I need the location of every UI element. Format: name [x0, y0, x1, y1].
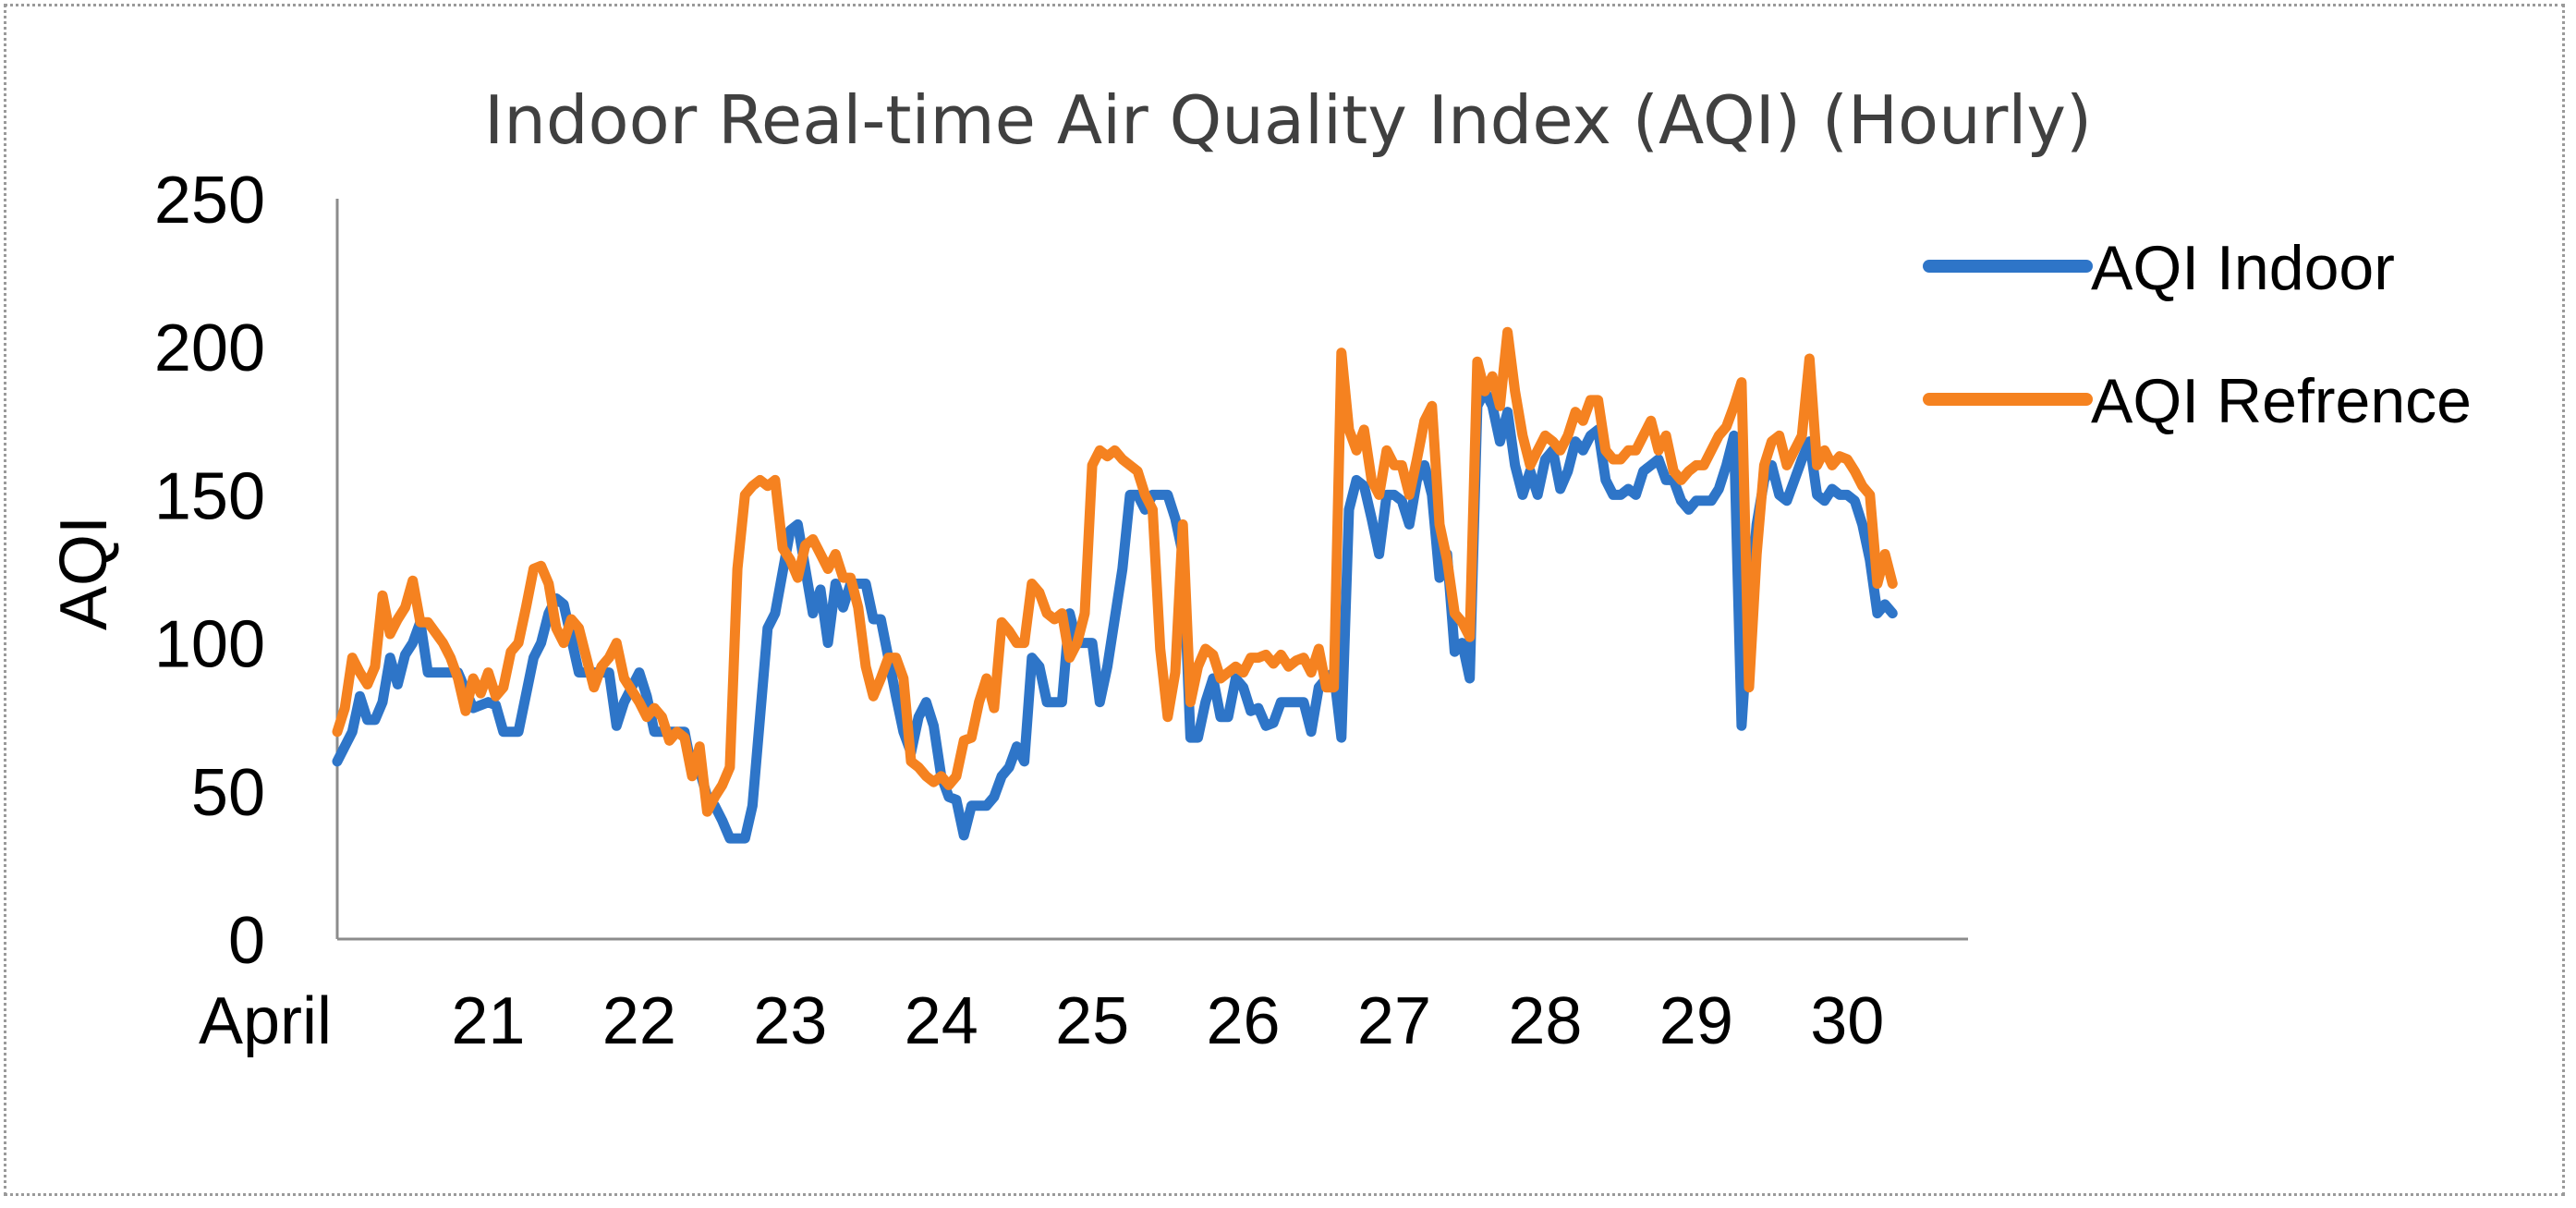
x-tick-label: 23 [753, 984, 827, 1058]
x-tick-label: 30 [1810, 984, 1884, 1058]
chart-title: Indoor Real-time Air Quality Index (AQI)… [484, 81, 2092, 159]
x-tick-label: April [199, 984, 332, 1058]
chart-frame [4, 4, 2565, 1196]
x-tick-label: 29 [1659, 984, 1733, 1058]
x-tick-label: 24 [905, 984, 978, 1058]
axes [335, 199, 1968, 941]
y-tick-label: 250 [154, 164, 265, 238]
x-tick-label: 26 [1207, 984, 1281, 1058]
y-axis-label: AQI [47, 516, 121, 630]
y-tick-label: 50 [191, 756, 265, 830]
series-lines [332, 326, 1898, 844]
legend-label: AQI Indoor [2091, 233, 2395, 303]
x-tick-label: 25 [1055, 984, 1129, 1058]
series-line-aqi-refrence [332, 326, 1898, 817]
x-tick-labels: April 21 22 23 24 25 26 27 28 29 30 [199, 984, 1884, 1058]
legend-label: AQI Refrence [2091, 366, 2472, 436]
x-tick-label: 21 [451, 984, 525, 1058]
x-tick-label: 28 [1508, 984, 1582, 1058]
legend: AQI Indoor AQI Refrence [1923, 233, 2472, 436]
y-tick-label: 0 [228, 904, 265, 978]
x-tick-label: 22 [602, 984, 676, 1058]
y-tick-label: 200 [154, 311, 265, 385]
y-tick-label: 150 [154, 459, 265, 533]
y-tick-labels: 0 50 100 150 200 250 [154, 164, 265, 978]
y-tick-label: 100 [154, 608, 265, 682]
x-tick-label: 27 [1357, 984, 1431, 1058]
